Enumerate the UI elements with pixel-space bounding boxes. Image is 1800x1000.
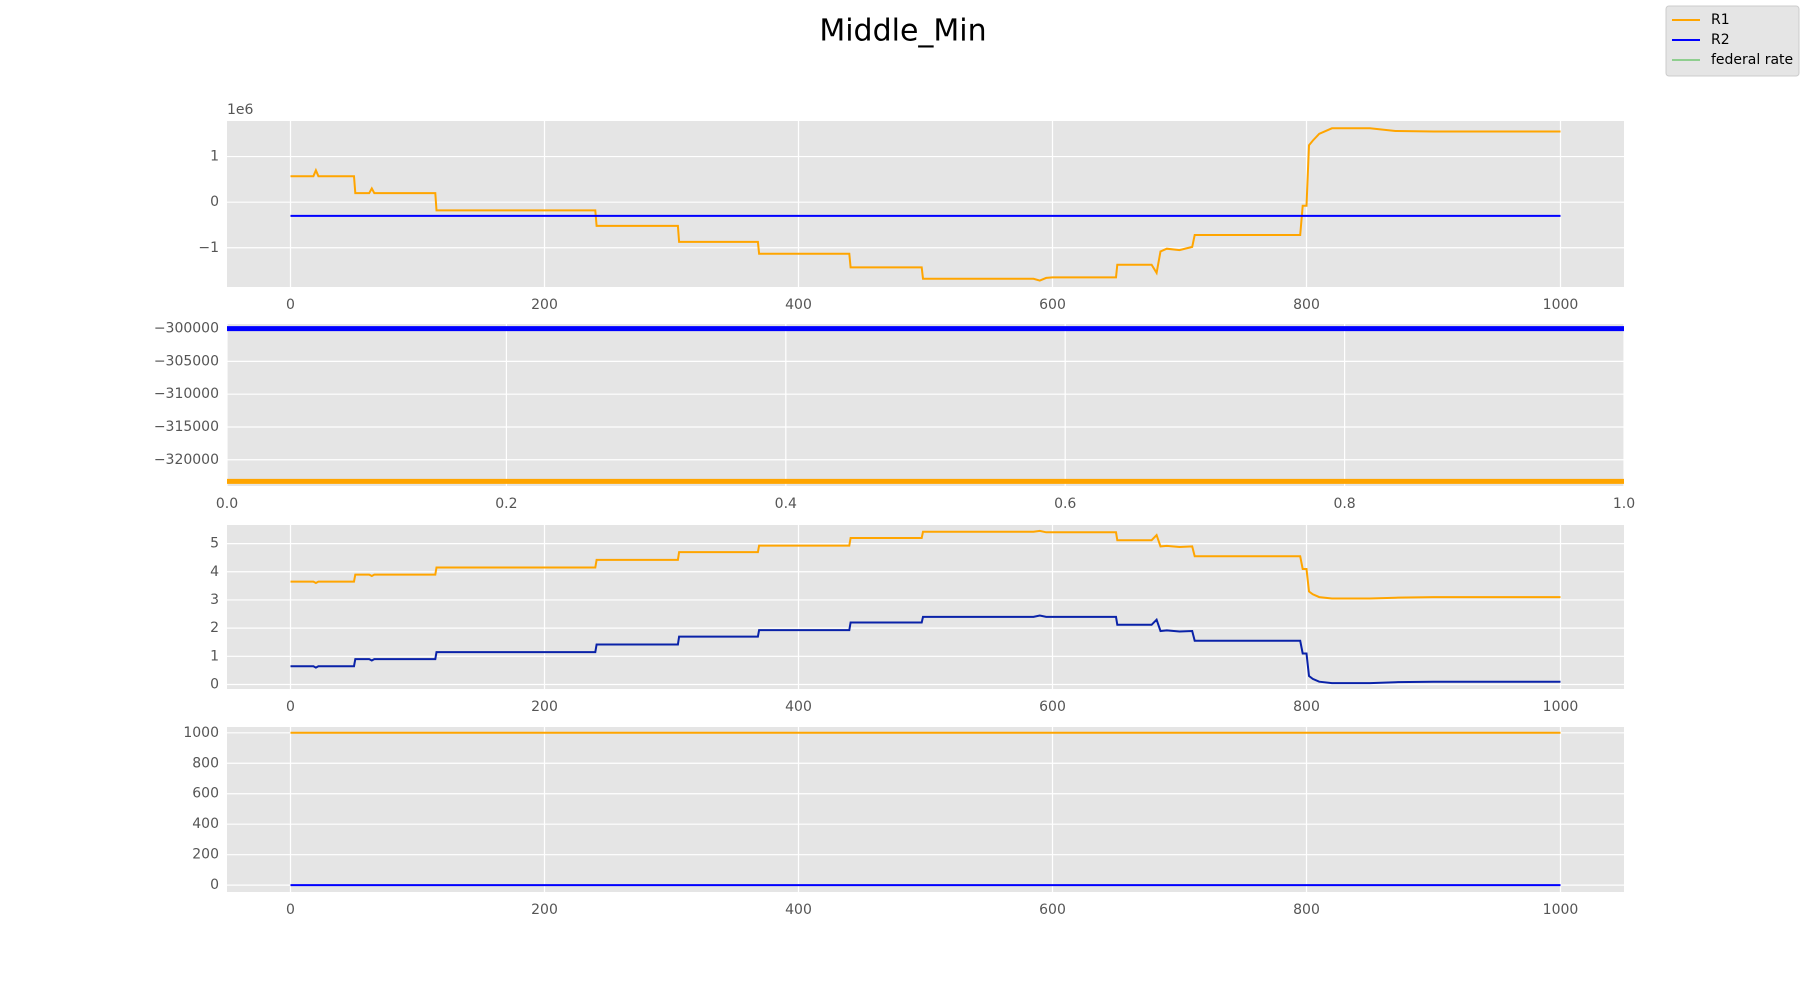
y-tick-label: 5	[210, 536, 219, 552]
y-tick-label: 1	[210, 149, 219, 165]
x-tick-label: 0	[286, 699, 295, 715]
legend-box	[1665, 5, 1800, 77]
y-tick-label: −300000	[154, 321, 219, 337]
y-tick-label: 0	[210, 194, 219, 210]
legend-label: R2	[1711, 32, 1730, 48]
plot-area	[227, 727, 1624, 892]
x-tick-label: 200	[531, 902, 558, 918]
y-tick-label: 800	[192, 755, 219, 771]
x-tick-label: 800	[1293, 902, 1320, 918]
x-tick-label: 400	[785, 699, 812, 715]
y-tick-label: −1	[198, 240, 219, 256]
plot-area	[227, 525, 1624, 689]
subplot: 0 1 2 3 4 5 0 200 400 600 800 1000	[210, 525, 1624, 715]
y-tick-label: 600	[192, 786, 219, 802]
subplot: −1 0 1 0 200 400 600 800 1000 1e6	[198, 102, 1624, 313]
x-tick-label: 1000	[1543, 699, 1579, 715]
x-tick-label: 1000	[1543, 902, 1579, 918]
y-tick-label: 4	[210, 564, 219, 580]
x-tick-label: 400	[785, 297, 812, 313]
x-tick-label: 0	[286, 297, 295, 313]
y-tick-label: −305000	[154, 353, 219, 369]
y-tick-label: −310000	[154, 386, 219, 402]
legend-label: R1	[1711, 12, 1730, 28]
x-tick-label: 1000	[1543, 297, 1579, 313]
x-tick-label: 600	[1039, 902, 1066, 918]
y-tick-label: −320000	[154, 452, 219, 468]
y-tick-label: 0	[210, 877, 219, 893]
plot-area	[227, 324, 1624, 486]
x-tick-label: 600	[1039, 297, 1066, 313]
x-tick-label: 200	[531, 297, 558, 313]
x-tick-label: 0	[286, 902, 295, 918]
subplot: 0 200 400 600 800 1000 0 200 400 600 800 1000	[183, 725, 1624, 918]
x-tick-label: 0.8	[1333, 496, 1355, 512]
x-tick-label: 200	[531, 699, 558, 715]
x-tick-label: 0.6	[1054, 496, 1076, 512]
data-line	[290, 529, 1561, 600]
y-tick-label: 1000	[183, 725, 219, 741]
legend-label: federal rate	[1711, 52, 1793, 68]
x-tick-label: 0.4	[775, 496, 797, 512]
legend: R1 R2 federal rate	[1665, 5, 1800, 77]
data-line	[290, 127, 1561, 282]
y-tick-label: 200	[192, 847, 219, 863]
y-tick-label: −315000	[154, 419, 219, 435]
x-tick-label: 400	[785, 902, 812, 918]
figure-title: Middle_Min	[819, 14, 986, 49]
plot-area	[227, 121, 1624, 287]
y-tick-label: 0	[210, 676, 219, 692]
x-tick-label: 800	[1293, 297, 1320, 313]
x-tick-label: 800	[1293, 699, 1320, 715]
x-tick-label: 1.0	[1613, 496, 1635, 512]
subplot: −320000 −315000 −310000 −305000 −300000 0.0 0.…	[154, 321, 1635, 512]
y-tick-label: 2	[210, 620, 219, 636]
axis-offset-label: 1e6	[227, 102, 254, 118]
x-tick-label: 0.0	[216, 496, 238, 512]
data-line	[290, 614, 1561, 685]
y-tick-label: 1	[210, 648, 219, 664]
x-tick-label: 600	[1039, 699, 1066, 715]
x-tick-label: 0.2	[495, 496, 517, 512]
y-tick-label: 400	[192, 816, 219, 832]
y-tick-label: 3	[210, 592, 219, 608]
